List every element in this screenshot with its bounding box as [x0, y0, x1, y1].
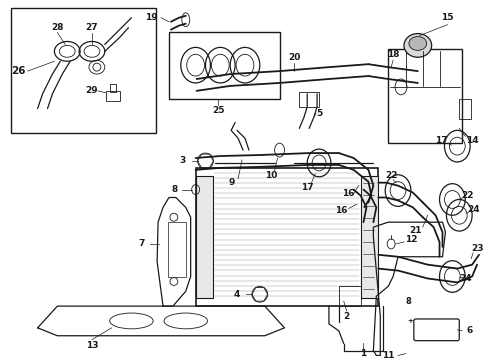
Text: 11: 11: [381, 351, 394, 360]
Text: 12: 12: [404, 235, 416, 244]
Text: 22: 22: [460, 191, 472, 200]
Text: 24: 24: [466, 205, 478, 214]
Bar: [11, 8, 156, 133]
Text: 7: 7: [138, 239, 144, 248]
Text: 2: 2: [343, 311, 349, 320]
Bar: [195, 168, 378, 306]
Bar: [299, 92, 318, 107]
Bar: [338, 286, 360, 306]
Text: 17: 17: [300, 183, 313, 192]
Bar: [105, 91, 120, 101]
Text: 18: 18: [386, 50, 399, 59]
Bar: [169, 32, 279, 99]
Text: 3: 3: [179, 157, 185, 166]
Text: 22: 22: [384, 171, 397, 180]
Text: 23: 23: [470, 244, 482, 253]
Bar: [109, 84, 115, 92]
Bar: [387, 49, 461, 143]
Bar: [458, 99, 470, 118]
Text: 28: 28: [51, 23, 63, 32]
Text: 20: 20: [287, 53, 300, 62]
Text: 29: 29: [85, 86, 98, 95]
Text: 16: 16: [335, 206, 347, 215]
Bar: [195, 176, 213, 298]
Text: 14: 14: [465, 136, 477, 145]
Text: 4: 4: [233, 290, 240, 299]
Text: 19: 19: [144, 13, 157, 22]
Text: 26: 26: [12, 66, 26, 76]
Text: 21: 21: [409, 226, 421, 235]
Text: 25: 25: [212, 106, 224, 115]
Text: 8: 8: [171, 185, 178, 194]
Text: 17: 17: [434, 136, 447, 145]
Bar: [360, 176, 378, 298]
Text: 6: 6: [465, 326, 471, 335]
Text: 5: 5: [315, 109, 322, 118]
Ellipse shape: [403, 33, 431, 57]
Text: 9: 9: [228, 178, 235, 187]
Text: +: +: [406, 318, 412, 324]
Ellipse shape: [408, 36, 426, 50]
Text: 1: 1: [360, 349, 366, 358]
Text: 27: 27: [85, 23, 98, 32]
Text: 8: 8: [404, 297, 410, 306]
Bar: [167, 222, 185, 276]
Text: 15: 15: [440, 13, 453, 22]
Text: 24: 24: [458, 274, 470, 283]
Text: 13: 13: [85, 341, 98, 350]
Text: 10: 10: [265, 171, 277, 180]
Text: 16: 16: [342, 189, 354, 198]
